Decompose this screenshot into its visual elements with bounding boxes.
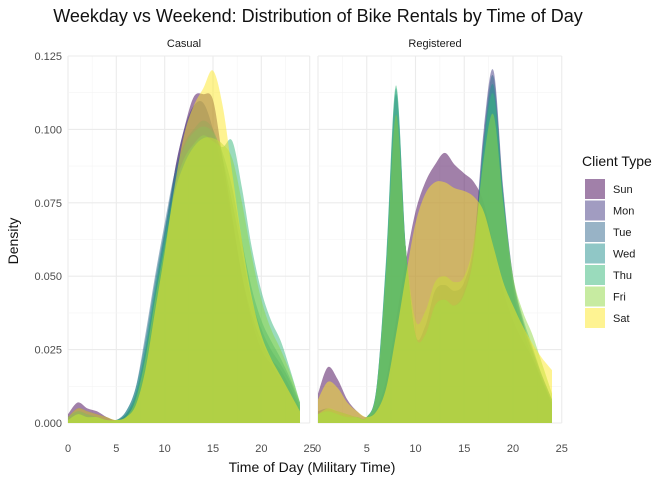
legend-label: Mon: [613, 206, 634, 218]
x-tick-label: 0: [315, 443, 321, 455]
legend-item-fri: Fri: [585, 286, 626, 307]
legend-item-thu: Thu: [585, 265, 632, 285]
y-tick-label: 0.100: [34, 124, 62, 136]
density-areas: [68, 70, 300, 424]
x-tick-label: 10: [409, 443, 421, 455]
x-tick-label: 25: [304, 443, 316, 455]
legend-label: Tue: [613, 227, 632, 239]
y-tick-label: 0.075: [34, 198, 62, 210]
legend-title: Client Type: [582, 153, 652, 169]
legend-swatch: [585, 222, 605, 242]
x-tick-label: 20: [507, 443, 519, 455]
y-tick-label: 0.050: [34, 271, 62, 283]
legend-swatch: [585, 200, 605, 221]
y-tick-label: 0.125: [34, 51, 62, 63]
x-tick-label: 15: [207, 443, 219, 455]
x-tick-label: 25: [556, 443, 568, 455]
legend-swatch: [585, 308, 605, 328]
legend-swatch: [585, 179, 605, 199]
legend-swatch: [585, 286, 605, 307]
density-area-sat: [68, 70, 300, 423]
legend-swatch: [585, 265, 605, 285]
legend-label: Wed: [613, 249, 635, 261]
x-tick-label: 0: [65, 443, 71, 455]
x-tick-label: 20: [255, 443, 267, 455]
density-areas: [318, 69, 552, 424]
x-tick-label: 5: [364, 443, 370, 455]
x-axis-title: Time of Day (Military Time): [229, 459, 396, 475]
panel-registered: Registered 0 5 10 15 20 25: [315, 38, 568, 455]
x-tick-label: 10: [159, 443, 171, 455]
panel-casual: Casual 0 5 10 15 20 25 0.000 0.025 0.050 0.075 0.10…: [34, 38, 315, 455]
legend-label: Thu: [613, 270, 632, 282]
chart-title: Weekday vs Weekend: Distribution of Bike…: [53, 6, 583, 26]
legend-item-mon: Mon: [585, 200, 634, 221]
x-tick-label: 15: [458, 443, 470, 455]
legend-item-sat: Sat: [585, 308, 630, 328]
legend-label: Sat: [613, 313, 630, 325]
y-tick-label: 0.025: [34, 345, 62, 357]
y-axis-title: Density: [5, 218, 21, 265]
y-tick-label: 0.000: [34, 418, 62, 430]
density-area-sat: [318, 181, 552, 423]
facet-strip-label: Registered: [408, 38, 461, 50]
legend-label: Sun: [613, 184, 633, 196]
facet-panels: Casual 0 5 10 15 20 25 0.000 0.025 0.050 0.075 0.10…: [34, 38, 567, 455]
facet-strip-label: Casual: [167, 38, 201, 50]
legend-swatch: [585, 243, 605, 264]
legend-item-sun: Sun: [585, 179, 633, 199]
legend: Client Type Sun Mon Tue Wed Thu Fri Sat: [582, 153, 652, 328]
legend-item-tue: Tue: [585, 222, 632, 242]
x-tick-label: 5: [113, 443, 119, 455]
legend-item-wed: Wed: [585, 243, 635, 264]
legend-label: Fri: [613, 292, 626, 304]
